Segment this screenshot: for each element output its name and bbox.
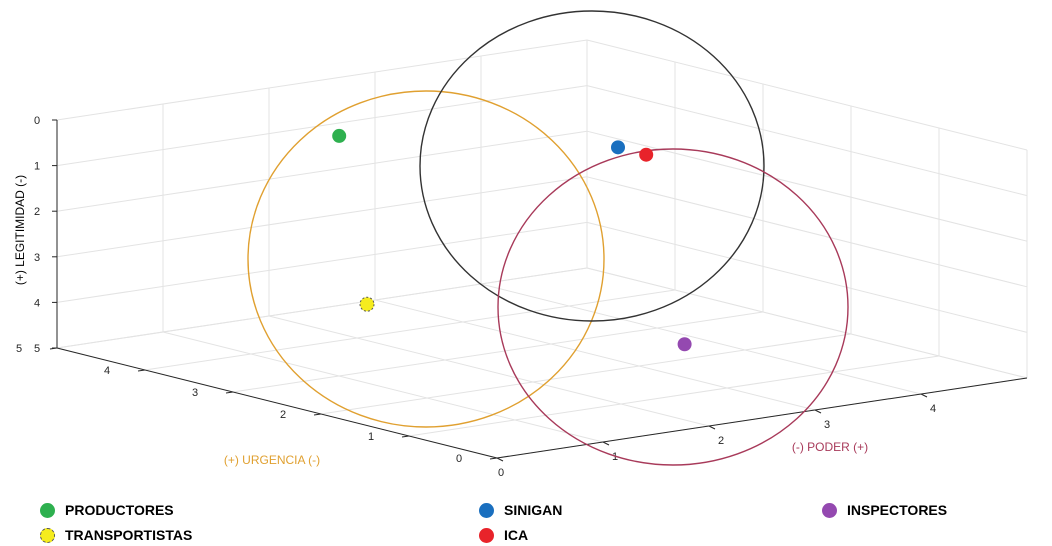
y-tick-label: 0 bbox=[498, 467, 504, 479]
grid bbox=[56, 39, 1028, 459]
point-sinigan bbox=[611, 140, 625, 155]
y-axis-line bbox=[496, 377, 1028, 459]
x-tick bbox=[489, 457, 498, 460]
x-tick-label: 2 bbox=[280, 409, 286, 421]
data-points bbox=[332, 128, 692, 352]
legend-label: SINIGAN bbox=[504, 502, 563, 518]
legitimacy-circle bbox=[419, 10, 765, 322]
z-tick-label: 2 bbox=[34, 206, 40, 218]
z-tick-label: 4 bbox=[34, 297, 40, 309]
wall-gridline bbox=[56, 85, 588, 167]
x-axis-line bbox=[56, 347, 498, 459]
floor-gridline bbox=[480, 283, 922, 395]
wall-gridline bbox=[586, 39, 1028, 151]
tick-labels: 0 1 2 3 4 5 0 1 2 3 4 0 1 2 3 4 5 bbox=[16, 115, 936, 479]
point-productores bbox=[332, 128, 347, 143]
z-tick-label: 5 bbox=[34, 343, 40, 355]
axes-frame bbox=[49, 119, 1028, 462]
legend-label: TRANSPORTISTAS bbox=[65, 527, 193, 543]
x-tick bbox=[401, 435, 410, 438]
floor-gridline bbox=[144, 289, 676, 371]
wall-gridline bbox=[56, 130, 588, 212]
wall-gridline bbox=[586, 267, 1028, 379]
x-tick bbox=[313, 413, 322, 416]
legend-label: ICA bbox=[504, 527, 529, 543]
z-tick-label: 3 bbox=[34, 252, 40, 264]
z-axis-label: (+) LEGITIMIDAD (-) bbox=[13, 175, 27, 285]
x-tick-label: 5 bbox=[16, 343, 22, 355]
legend-item-inspectores: INSPECTORES bbox=[822, 499, 947, 521]
floor-gridline bbox=[162, 331, 604, 443]
y-tick-label: 1 bbox=[612, 451, 618, 463]
legend-marker bbox=[822, 502, 837, 518]
point-ica bbox=[639, 147, 654, 162]
point-inspectores bbox=[677, 337, 692, 352]
legend-marker bbox=[40, 502, 55, 518]
legend-label: PRODUCTORES bbox=[65, 502, 174, 518]
legend-item-transportistas: TRANSPORTISTAS bbox=[40, 524, 192, 546]
legend-marker bbox=[479, 502, 494, 518]
legend-item-productores: PRODUCTORES bbox=[40, 499, 174, 521]
wall-gridline bbox=[586, 221, 1028, 333]
x-tick-label: 4 bbox=[104, 365, 110, 377]
legend-marker bbox=[479, 527, 494, 543]
y-tick bbox=[920, 393, 928, 398]
y-tick-label: 4 bbox=[930, 403, 936, 415]
y-axis-label: (-) PODER (+) bbox=[792, 440, 868, 454]
y-tick bbox=[708, 425, 716, 430]
urgency-circle bbox=[247, 90, 605, 428]
floor-gridline bbox=[268, 315, 710, 427]
y-tick-label: 2 bbox=[718, 435, 724, 447]
wall-gridline bbox=[56, 221, 588, 303]
floor-gridline bbox=[374, 299, 816, 411]
floor-gridline bbox=[408, 355, 940, 437]
x-tick-label: 3 bbox=[192, 387, 198, 399]
venn-circles bbox=[247, 10, 849, 466]
y-tick-label: 3 bbox=[824, 419, 830, 431]
x-tick-label: 0 bbox=[456, 453, 462, 465]
wall-gridline bbox=[586, 176, 1028, 288]
wall-gridline bbox=[56, 176, 588, 258]
y-tick bbox=[602, 441, 610, 446]
x-tick bbox=[137, 369, 146, 372]
y-tick bbox=[496, 457, 504, 462]
z-tick-label: 0 bbox=[34, 115, 40, 127]
legend: PRODUCTORES TRANSPORTISTAS SINIGAN ICA I… bbox=[0, 495, 1052, 546]
wall-gridline bbox=[56, 39, 588, 121]
wall-gridline bbox=[56, 267, 588, 349]
wall-gridline bbox=[586, 85, 1028, 197]
z-tick-label: 1 bbox=[34, 161, 40, 173]
legend-label: INSPECTORES bbox=[847, 502, 948, 518]
x-tick-label: 1 bbox=[368, 431, 374, 443]
floor-gridline bbox=[232, 311, 764, 393]
legend-item-sinigan: SINIGAN bbox=[479, 499, 562, 521]
floor-gridline bbox=[320, 333, 852, 415]
chart-3d: 0 1 2 3 4 5 0 1 2 3 4 0 1 2 3 4 5 (+) LEGITIMIDAD (-) (+… bbox=[13, 10, 1028, 479]
wall-gridline bbox=[586, 130, 1028, 242]
power-circle bbox=[497, 148, 849, 466]
point-transportistas bbox=[359, 296, 375, 312]
x-axis-label: (+) URGENCIA (-) bbox=[224, 453, 320, 467]
y-tick bbox=[814, 409, 822, 414]
legend-marker bbox=[40, 527, 55, 543]
x-tick bbox=[225, 391, 234, 394]
legend-item-ica: ICA bbox=[479, 524, 528, 546]
